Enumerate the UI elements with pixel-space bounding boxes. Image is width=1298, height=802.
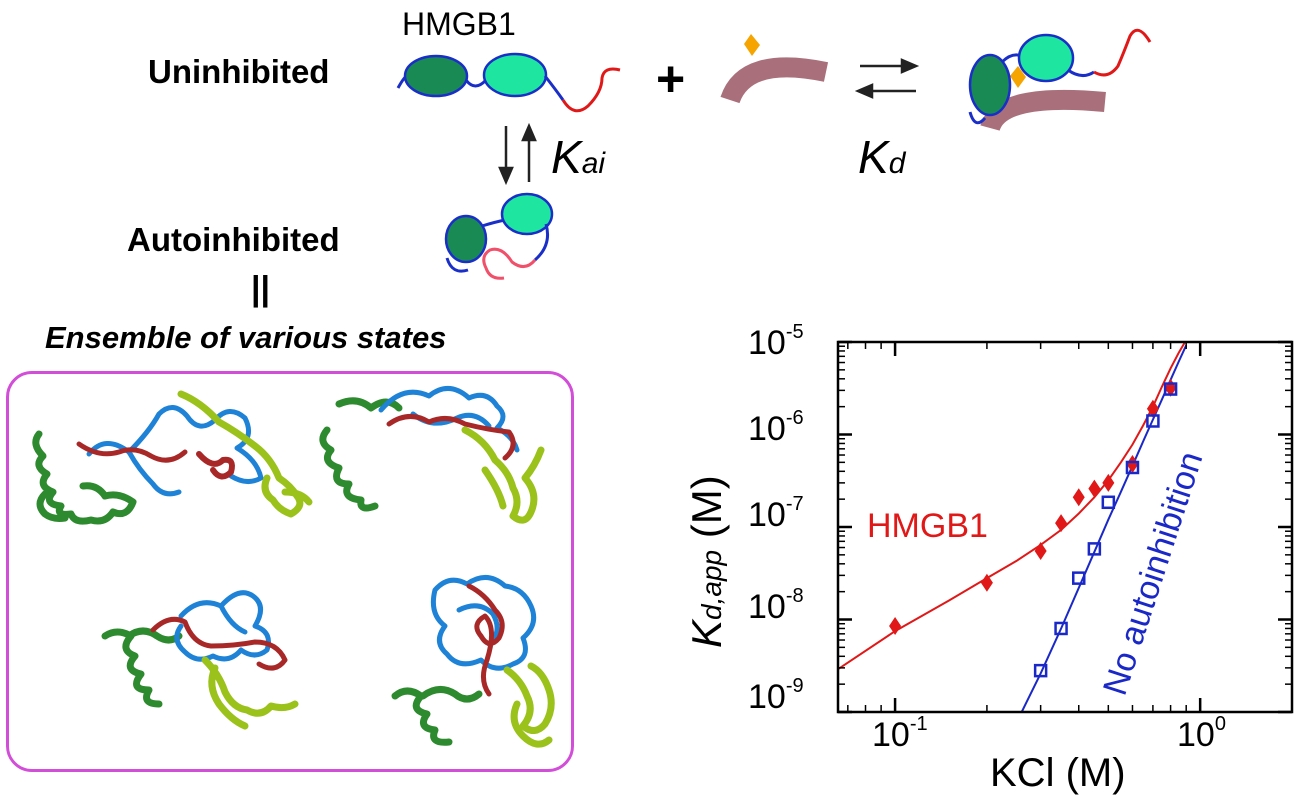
ab-linker — [464, 78, 488, 88]
fit-line-hmgb1 — [838, 342, 1187, 671]
uninhibited-label: Uninhibited — [148, 53, 330, 90]
data-point-no-autoinhibition — [1101, 495, 1116, 510]
k-ai-label: Kai — [551, 130, 605, 184]
uninhibited-protein — [396, 52, 621, 113]
structure-3 — [101, 590, 299, 730]
dna-strand — [720, 57, 829, 104]
k-ai-main: K — [551, 131, 582, 183]
kd-equilibrium-arrows — [854, 58, 920, 99]
chart-points — [889, 378, 1178, 678]
data-point-hmgb1 — [1146, 399, 1159, 418]
data-point-hmgb1 — [1034, 542, 1047, 561]
ensemble-structures — [32, 386, 555, 748]
x-axis-label: KCl (M) — [990, 751, 1126, 795]
y-axis-label: Kd,app (M) — [683, 475, 730, 648]
data-point-hmgb1 — [1072, 488, 1085, 507]
k-d-main: K — [858, 131, 889, 183]
basic-linker — [543, 75, 565, 101]
y-tick-1e-9: 10-9 — [748, 675, 804, 716]
ensemble-label: Ensemble of various states — [45, 320, 447, 355]
chart-axes — [836, 340, 1294, 714]
kai-equilibrium-arrows — [498, 122, 537, 186]
bound-dna — [980, 89, 1106, 132]
x-tick-1e-1: 10-1 — [872, 713, 928, 754]
data-point-hmgb1 — [1102, 473, 1115, 492]
autoinhibited-protein — [444, 192, 554, 280]
y-tick-1e-8: 10-8 — [748, 585, 804, 626]
y-tick-1e-5: 10-5 — [748, 321, 804, 362]
structure-4 — [391, 575, 555, 748]
data-point-hmgb1 — [980, 573, 993, 592]
data-point-no-autoinhibition — [1072, 571, 1086, 585]
equals-symbol: || — [251, 270, 271, 308]
data-point-no-autoinhibition — [1163, 382, 1178, 396]
data-point-no-autoinhibition — [1033, 663, 1048, 678]
acidic-tail-inhibited — [482, 247, 537, 280]
bound-box-b — [1017, 33, 1075, 83]
k-d-label: Kd — [858, 130, 905, 184]
acidic-tail — [561, 67, 621, 113]
bound-lesion — [1010, 66, 1026, 88]
dna-substrate — [720, 34, 829, 104]
structure-1 — [32, 390, 313, 525]
box-a-domain-inhibited — [444, 214, 488, 264]
data-point-hmgb1 — [1088, 479, 1101, 498]
y-tick-1e-7: 10-7 — [748, 493, 804, 534]
ensemble-box — [6, 371, 574, 772]
data-point-no-autoinhibition — [1146, 414, 1160, 428]
data-point-hmgb1 — [889, 617, 902, 636]
autoinhibited-label: Autoinhibited — [127, 221, 340, 258]
data-point-hmgb1 — [1126, 454, 1139, 473]
annotation-hmgb1: HMGB1 — [867, 507, 988, 545]
k-ai-sub: ai — [581, 147, 606, 180]
box-b-domain-inhibited — [500, 192, 554, 236]
bound-complex — [968, 28, 1152, 132]
structure-2 — [319, 386, 545, 524]
protein-label: HMGB1 — [402, 6, 516, 42]
box-b-domain — [482, 52, 548, 98]
data-point-no-autoinhibition — [1054, 621, 1068, 636]
bound-tail — [1093, 28, 1152, 77]
plus-symbol: + — [656, 51, 686, 107]
bound-box-a — [968, 53, 1012, 117]
y-tick-1e-6: 10-6 — [748, 407, 804, 448]
k-d-sub: d — [888, 147, 906, 180]
x-tick-1e0: 100 — [1177, 713, 1226, 754]
data-point-hmgb1 — [1055, 514, 1068, 533]
kd-chart — [836, 340, 1294, 714]
data-point-no-autoinhibition — [1087, 542, 1102, 556]
box-a-domain — [403, 54, 469, 98]
data-point-no-autoinhibition — [1125, 460, 1140, 475]
lesion-marker — [744, 34, 760, 56]
